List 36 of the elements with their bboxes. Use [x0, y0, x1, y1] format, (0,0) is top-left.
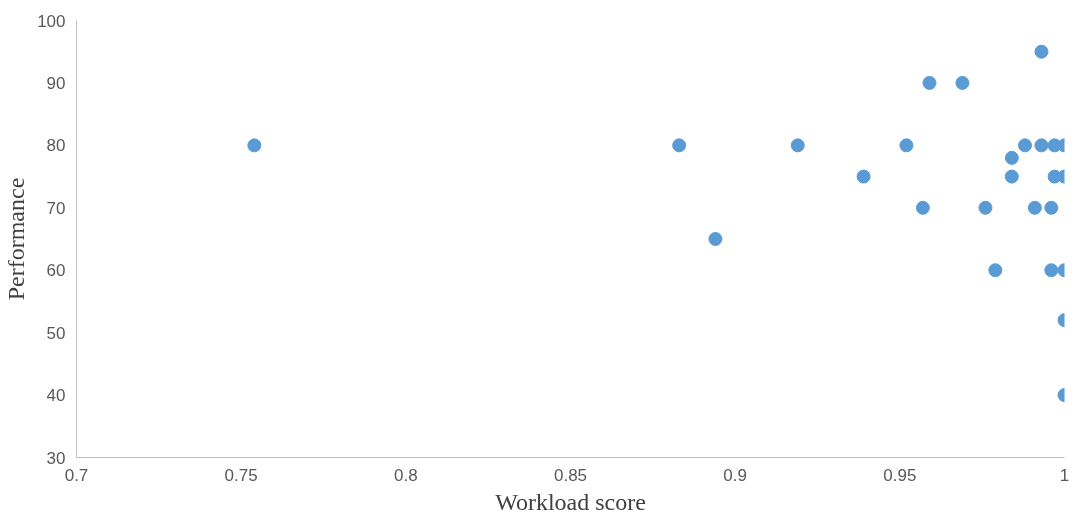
point	[790, 138, 805, 153]
point	[247, 138, 262, 153]
x-tick-label: 1	[1059, 465, 1070, 485]
point	[1034, 138, 1049, 153]
point	[1044, 263, 1059, 278]
point	[672, 138, 687, 153]
y-tick-label: 100	[37, 11, 66, 31]
y-tick-label: 60	[46, 261, 66, 281]
y-tick-label: 90	[46, 73, 66, 93]
x-tick-label: 0.7	[64, 465, 89, 485]
point	[978, 200, 993, 215]
point	[1034, 44, 1049, 59]
point	[1044, 200, 1059, 215]
x-tick-label: 0.75	[224, 465, 258, 485]
point	[955, 75, 970, 90]
point	[915, 200, 930, 215]
point	[899, 138, 914, 153]
x-axis-title: Workload score	[495, 488, 646, 515]
x-tick-label: 0.95	[883, 465, 917, 485]
point	[922, 75, 937, 90]
point	[1027, 200, 1042, 215]
y-tick-label: 40	[46, 386, 66, 406]
point	[856, 169, 871, 184]
point	[1004, 169, 1019, 184]
y-tick-label: 30	[46, 448, 66, 468]
x-tick-label: 0.8	[394, 465, 418, 485]
point	[1004, 150, 1019, 165]
y-tick-label: 70	[46, 198, 66, 218]
y-axis-title: Performance	[3, 177, 30, 301]
point	[1017, 138, 1032, 153]
point	[988, 263, 1003, 278]
x-tick-label: 0.9	[723, 465, 747, 485]
point	[708, 232, 723, 246]
y-tick-label: 80	[46, 136, 66, 156]
y-tick-label: 50	[46, 323, 66, 343]
x-tick-label: 0.85	[553, 465, 588, 485]
